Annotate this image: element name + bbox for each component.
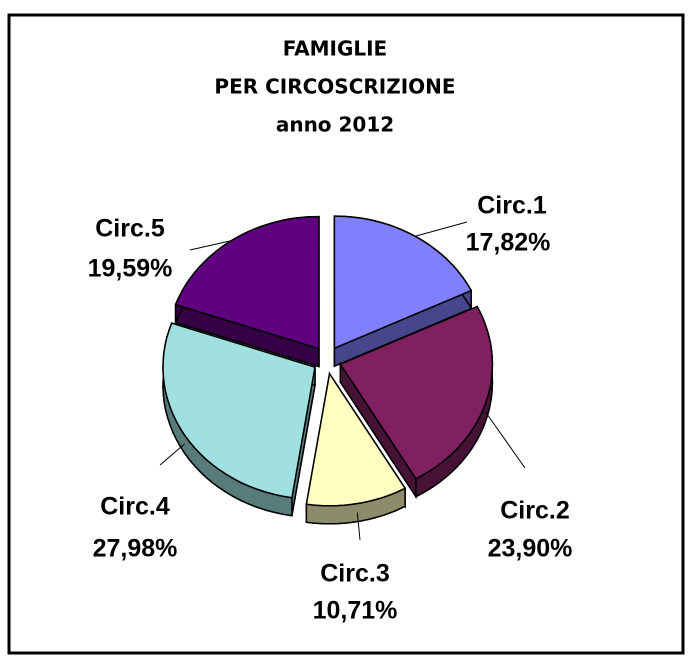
value-label: 23,90% (488, 535, 573, 563)
slice (339, 305, 494, 480)
value-label: 10,71% (313, 597, 398, 625)
value-label: 27,98% (93, 535, 178, 563)
chart-title: PER CIRCOSCRIZIONE (214, 75, 455, 99)
value-label: 17,82% (466, 229, 551, 257)
leader-line (159, 443, 185, 466)
slice (174, 215, 320, 350)
slice-label: Circ.1 (477, 192, 547, 220)
leader-line (356, 512, 361, 541)
slice-label: Circ.3 (320, 560, 389, 588)
chart-title: anno 2012 (276, 113, 394, 137)
leader-line (415, 221, 468, 237)
value-label: 19,59% (88, 255, 173, 283)
leader-line (485, 411, 526, 469)
slice-label: Circ.5 (95, 215, 165, 243)
slice-label: Circ.4 (100, 493, 170, 521)
slice-label: Circ.2 (500, 497, 569, 525)
slice (162, 322, 316, 499)
slice (305, 371, 407, 507)
chart-title: FAMIGLIE (283, 37, 387, 61)
leader-line (189, 240, 232, 251)
